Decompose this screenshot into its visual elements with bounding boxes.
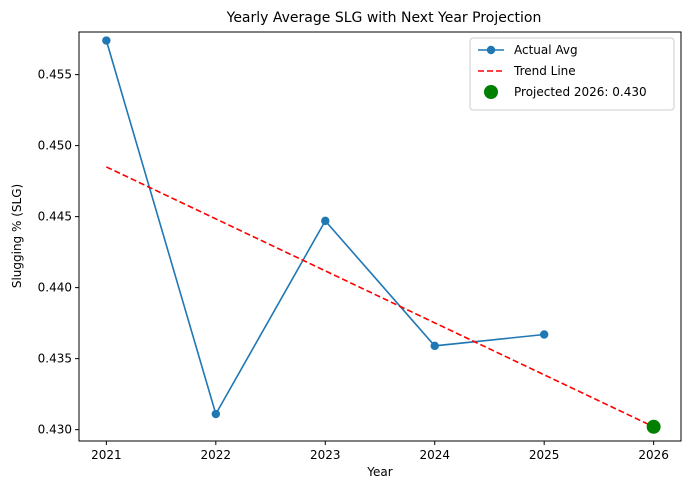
legend: Actual Avg Trend Line Projected 2026: 0.43… bbox=[469, 37, 675, 111]
data-point-actual-avg bbox=[430, 341, 439, 351]
y-tick-label: 0.450 bbox=[38, 139, 72, 153]
series-line-trend bbox=[106, 166, 654, 428]
legend-label: Trend Line bbox=[513, 64, 576, 78]
data-point-actual-avg bbox=[211, 409, 221, 419]
legend-swatch-projected bbox=[484, 85, 498, 99]
x-tick-label: 2021 bbox=[91, 448, 122, 462]
y-tick-label: 0.430 bbox=[38, 423, 72, 437]
data-point-projected bbox=[646, 419, 661, 434]
x-tick-label: 2024 bbox=[419, 448, 450, 462]
x-tick-label: 2022 bbox=[201, 448, 232, 462]
chart-title: Yearly Average SLG with Next Year Projec… bbox=[226, 10, 542, 26]
y-axis-label: Slugging % (SLG) bbox=[10, 184, 24, 288]
y-tick-label: 0.445 bbox=[38, 210, 72, 224]
y-axis: 0.430 0.435 0.440 0.445 0.450 0.455 bbox=[38, 68, 79, 437]
plot-area bbox=[102, 36, 661, 434]
legend-items: Actual Avg Trend Line Projected 2026: 0.43… bbox=[478, 43, 647, 99]
legend-label: Projected 2026: 0.430 bbox=[514, 85, 647, 99]
x-axis-label: Year bbox=[366, 465, 392, 479]
legend-label: Actual Avg bbox=[514, 43, 578, 57]
legend-marker-actual-avg bbox=[486, 45, 496, 55]
legend-box bbox=[469, 37, 675, 111]
y-tick-label: 0.440 bbox=[38, 281, 72, 295]
y-tick-label: 0.435 bbox=[38, 352, 72, 366]
y-tick-label: 0.455 bbox=[38, 68, 72, 82]
data-point-actual-avg bbox=[321, 216, 330, 226]
data-point-actual-avg bbox=[102, 36, 111, 45]
x-axis: 2021 2022 2023 2024 2025 2026 bbox=[91, 441, 669, 462]
x-tick-label: 2025 bbox=[529, 448, 560, 462]
data-point-actual-avg bbox=[539, 330, 549, 339]
x-tick-label: 2026 bbox=[638, 448, 669, 462]
x-tick-label: 2023 bbox=[310, 448, 341, 462]
axes-frame bbox=[78, 31, 682, 442]
